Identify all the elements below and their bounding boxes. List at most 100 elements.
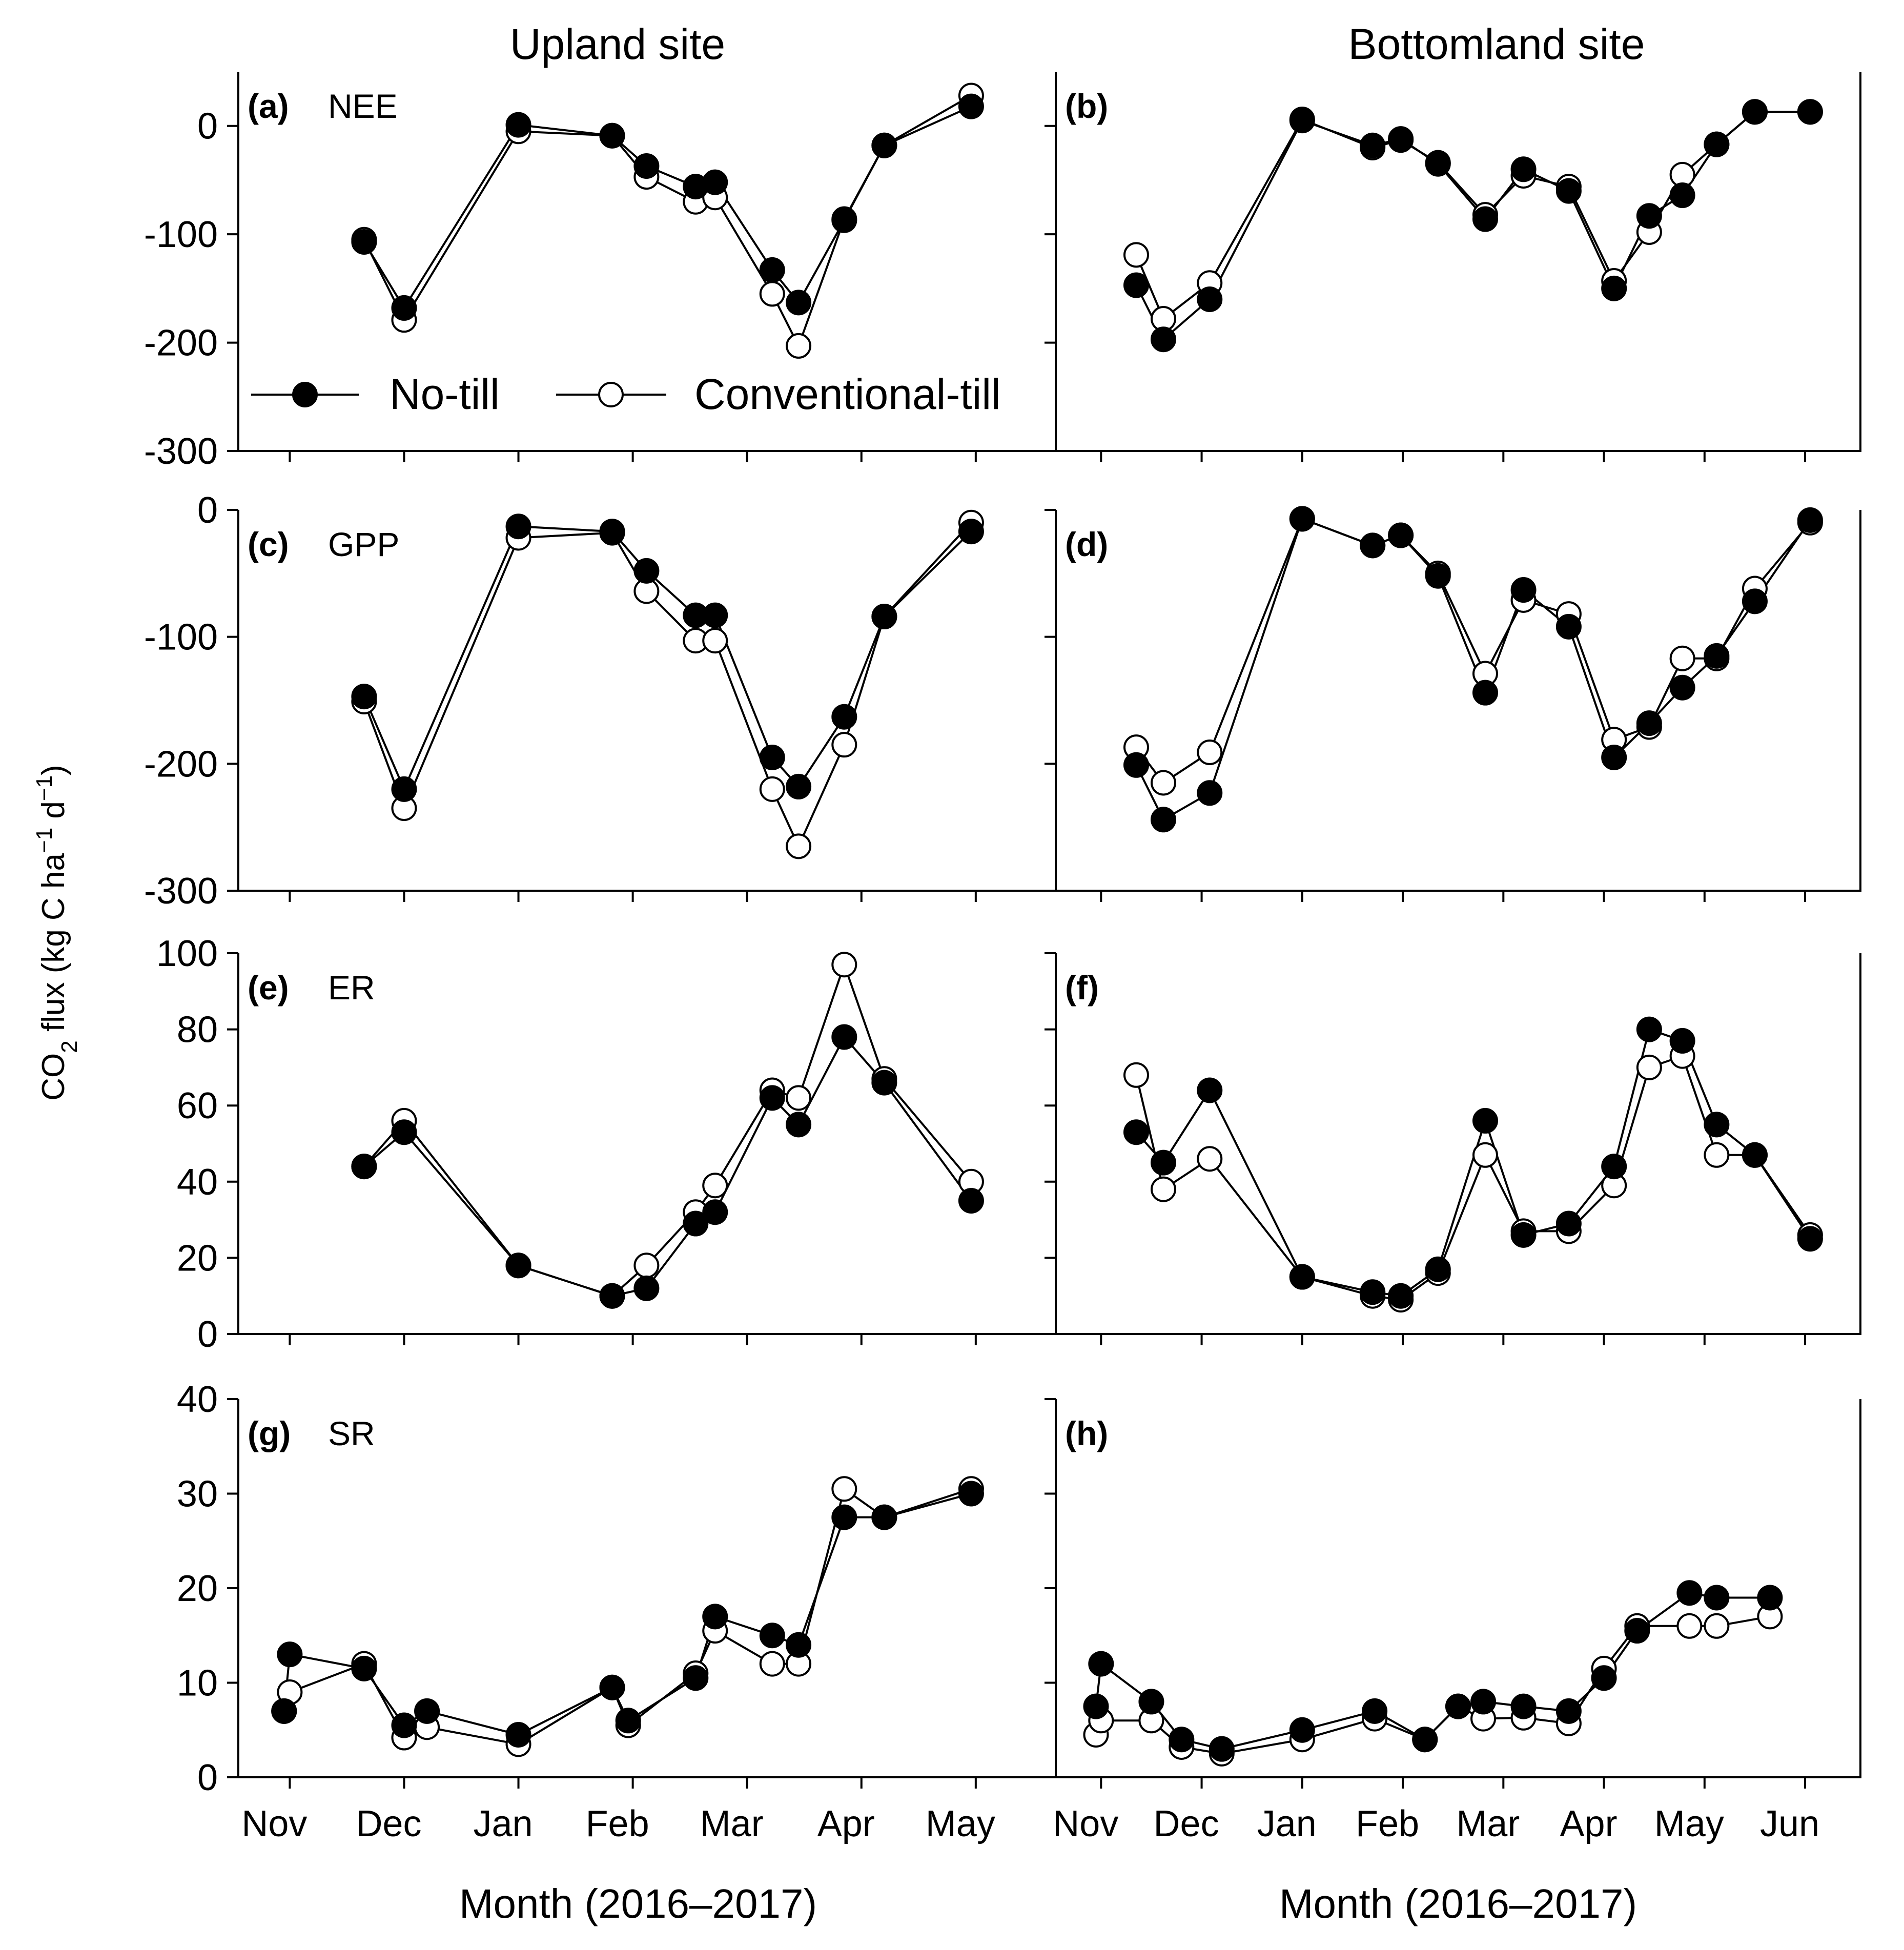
y-tick-label: 30 <box>177 1474 218 1515</box>
panel-label: (g) <box>248 1414 291 1452</box>
data-point-no-till <box>391 1712 417 1738</box>
y-tick-label: 80 <box>177 1010 218 1051</box>
series-line-no-till <box>1135 111 1810 341</box>
data-point-conventional-till <box>702 628 728 654</box>
x-tick-label: Nov <box>1053 1803 1118 1844</box>
data-point-no-till <box>414 1698 440 1724</box>
x-axis-title-upland: Month (2016–2017) <box>459 1881 817 1926</box>
data-point-no-till <box>633 1275 660 1301</box>
panel-frame <box>1055 72 1861 452</box>
data-point-conventional-till <box>831 1476 857 1502</box>
data-point-no-till <box>1636 203 1662 229</box>
data-point-no-till <box>759 1623 785 1649</box>
data-point-no-till <box>831 1024 857 1050</box>
data-point-no-till <box>1289 506 1315 532</box>
panel-g: 0 10 20 30 40 Nov Dec Jan Feb Mar Apr May (g) SR <box>177 1379 1057 1844</box>
data-point-no-till <box>871 604 897 630</box>
panel-e: 0 20 40 60 80 100 (e) ER <box>156 933 1057 1355</box>
data-point-conventional-till <box>786 833 812 859</box>
data-point-no-till <box>1510 156 1537 182</box>
data-point-no-till <box>351 229 377 255</box>
panel-variable: NEE <box>328 87 398 125</box>
site-title-bottomland: Bottomland site <box>1348 20 1645 68</box>
data-point-no-till <box>1362 1698 1388 1724</box>
data-point-no-till <box>702 1199 728 1225</box>
data-point-no-till <box>958 519 984 545</box>
data-point-no-till <box>958 1187 984 1214</box>
y-tick-label: -300 <box>144 431 218 472</box>
data-point-no-till <box>1360 132 1386 158</box>
x-axis-title-bottomland: Month (2016–2017) <box>1279 1881 1637 1926</box>
data-point-no-till <box>1425 151 1451 177</box>
data-point-no-till <box>1472 206 1498 232</box>
data-point-conventional-till <box>1669 645 1695 671</box>
data-point-no-till <box>599 122 625 149</box>
data-point-no-till <box>1150 807 1176 833</box>
data-point-no-till <box>351 1154 377 1180</box>
data-point-no-till <box>683 1210 709 1237</box>
panels: 0 -100 -200 -300 (a) NEE (b) 0 -100 -200 -300 (c) GP… <box>144 72 1861 1844</box>
data-point-no-till <box>1360 1279 1386 1305</box>
data-point-no-till <box>1742 99 1768 125</box>
data-point-no-till <box>277 1641 303 1668</box>
x-tick-label: May <box>1654 1803 1724 1844</box>
data-point-no-till <box>1425 1256 1451 1282</box>
data-point-no-till <box>1123 752 1149 778</box>
panel-variable: ER <box>328 969 375 1007</box>
panel-b: (b) <box>1045 72 1861 462</box>
data-point-no-till <box>1425 563 1451 589</box>
series-line-no-till <box>283 1492 972 1736</box>
data-point-no-till <box>1360 532 1386 559</box>
data-point-conventional-till <box>1676 1613 1703 1639</box>
x-tick-label: Mar <box>700 1803 764 1844</box>
data-point-no-till <box>1555 178 1582 204</box>
panel-frame <box>1055 510 1861 892</box>
data-point-no-till <box>1797 99 1823 125</box>
data-point-no-till <box>1197 780 1223 806</box>
y-tick-label: -100 <box>144 214 218 255</box>
data-point-no-till <box>1197 286 1223 312</box>
data-point-no-till <box>1624 1618 1650 1644</box>
panel-a: 0 -100 -200 -300 (a) NEE <box>144 72 1057 472</box>
y-tick-label: 100 <box>156 933 218 974</box>
data-point-conventional-till <box>831 732 857 758</box>
y-tick-label: 0 <box>197 490 218 531</box>
data-point-no-till <box>1591 1665 1617 1691</box>
y-tick-label: 40 <box>177 1162 218 1203</box>
series-line-conventional-till <box>1135 517 1811 785</box>
y-tick-label: 0 <box>197 106 218 147</box>
x-tick-label: Dec <box>356 1803 421 1844</box>
data-point-conventional-till <box>1704 1613 1730 1639</box>
data-point-conventional-till <box>759 776 785 802</box>
data-point-no-till <box>1555 1210 1582 1237</box>
data-point-no-till <box>633 558 660 584</box>
panel-label: (f) <box>1065 969 1099 1007</box>
y-tick-label: 0 <box>197 1314 218 1355</box>
x-tick-label: Nov <box>241 1803 307 1844</box>
data-point-no-till <box>831 207 857 233</box>
data-point-no-till <box>831 1504 857 1530</box>
data-point-no-till <box>599 1283 625 1309</box>
data-point-no-till <box>1555 1698 1582 1724</box>
data-point-no-till <box>1669 182 1695 209</box>
data-point-conventional-till <box>786 333 812 359</box>
data-point-no-till <box>1510 1693 1537 1719</box>
data-point-no-till <box>786 773 812 799</box>
data-point-no-till <box>958 93 984 119</box>
data-point-no-till <box>702 1604 728 1630</box>
data-point-no-till <box>1757 1585 1783 1611</box>
data-point-no-till <box>1123 272 1149 298</box>
data-point-no-till <box>271 1698 297 1724</box>
data-point-no-till <box>871 1504 897 1530</box>
data-point-no-till <box>1388 1283 1414 1309</box>
data-point-no-till <box>871 132 897 158</box>
series-line-no-till <box>363 525 972 792</box>
y-tick-label: -100 <box>144 617 218 658</box>
y-tick-label: -200 <box>144 323 218 364</box>
data-point-no-till <box>871 1070 897 1096</box>
panel-frame <box>1055 953 1861 1335</box>
x-tick-label: Apr <box>1560 1803 1618 1844</box>
x-tick-label: Apr <box>817 1803 875 1844</box>
data-point-no-till <box>1636 710 1662 736</box>
legend-conventional-till-marker <box>598 382 624 407</box>
